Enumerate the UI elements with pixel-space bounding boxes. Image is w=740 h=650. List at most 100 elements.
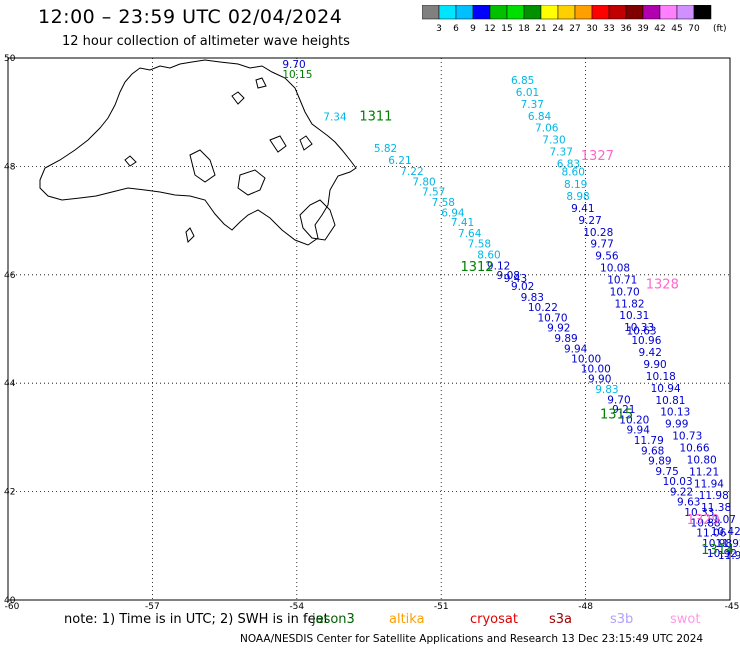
color-tick-label: 15 — [501, 24, 512, 34]
axis-labels: 50 48 46 44 42 40-60 -57 -54 -51 -48 -45 — [4, 54, 739, 612]
wave-height-value: 7.30 — [542, 135, 565, 147]
wave-height-value: 8.98 — [566, 191, 589, 203]
wave-height-value: 11.82 — [614, 298, 644, 310]
pass-number-label: 1328 — [646, 277, 679, 292]
wave-height-value: 9.77 — [590, 239, 613, 251]
color-tick-label: 70 — [688, 24, 700, 34]
wave-height-value: 9.90 — [643, 359, 666, 371]
wave-height-value: 9.94 — [564, 343, 588, 355]
color-tick-label: 12 — [484, 24, 495, 34]
wave-height-value: 9.94 — [627, 425, 651, 437]
wave-height-value: 10.96 — [631, 335, 661, 347]
footer-credit: NOAA/NESDIS Center for Satellite Applica… — [240, 633, 704, 645]
wave-height-value: 9.89 — [554, 333, 577, 345]
lon-tick-label: -48 — [578, 602, 593, 612]
wave-height-value: 10.71 — [607, 274, 637, 286]
wave-height-value: 10.63 — [627, 325, 657, 337]
color-tick-label: 39 — [637, 24, 649, 34]
wave-height-value: 10.28 — [583, 227, 613, 239]
wave-height-value: 7.06 — [535, 123, 559, 135]
wave-height-value: 10.08 — [600, 263, 630, 275]
wave-height-value: 11.21 — [689, 466, 719, 478]
wave-height-value: 11.38 — [701, 502, 731, 514]
wave-height-value: 11.07 — [706, 514, 736, 526]
note-text: note: 1) Time is in UTC; 2) SWH is in fe… — [64, 612, 329, 627]
wave-height-value: 7.57 — [422, 187, 445, 199]
wave-height-value: 6.21 — [388, 155, 411, 167]
wave-height-value: 10.33 — [624, 322, 654, 334]
lat-tick-label: 42 — [4, 488, 15, 498]
wave-height-value: 8.60 — [477, 250, 500, 262]
wave-height-value: 10.00 — [581, 363, 611, 375]
wave-height-value: 6.01 — [516, 87, 539, 99]
wave-height-value: 10.98 — [702, 538, 732, 550]
color-tick-label: 45 — [671, 24, 682, 34]
wave-height-value: 6.94 — [441, 207, 465, 219]
color-tick-label: 9 — [470, 24, 476, 34]
wave-height-value: 7.37 — [521, 99, 544, 111]
wave-height-value: 7.58 — [432, 197, 455, 209]
pass-number-label: 1327 — [581, 149, 614, 164]
wave-height-value: 9.90 — [588, 374, 611, 386]
wave-height-value: 10.92 — [707, 548, 737, 560]
color-scale-legend: 3 6 9 12 15 18 21 24 27 30 33 36 39 42 45 70 (ft) — [422, 5, 727, 34]
color-swatch — [693, 5, 712, 20]
color-tick-label: 33 — [603, 24, 614, 34]
wave-height-value: 9.21 — [612, 404, 635, 416]
color-tick-label: 24 — [552, 24, 564, 34]
lat-tick-label: 48 — [4, 162, 16, 172]
pass-number-label: 1315 — [600, 407, 633, 422]
wave-height-value: 10.20 — [619, 414, 649, 426]
wave-height-value: 11.79 — [634, 435, 664, 447]
pass-number-label: 1312 — [460, 260, 493, 275]
wave-height-value: 9.41 — [571, 203, 594, 215]
wave-height-value: 9.27 — [578, 215, 601, 227]
wave-height-value: 10.18 — [646, 371, 676, 383]
legend-jason3: jason3 — [312, 612, 355, 627]
wave-height-value: 9.43 — [504, 273, 527, 285]
wave-height-value: 10.73 — [672, 431, 702, 443]
pass-numbers: 1311 1312 1327 1328 1315 1329 1314 — [359, 109, 734, 558]
wave-height-value: 11.94 — [694, 478, 724, 490]
wave-height-value: 11.06 — [696, 528, 726, 540]
wave-height-value: 10.94 — [651, 383, 681, 395]
wave-height-value: 10.81 — [655, 395, 685, 407]
wave-height-value: 10.15 — [282, 69, 312, 81]
legend-s3b: s3b — [610, 612, 634, 627]
wave-height-value: 10.80 — [687, 454, 717, 466]
wave-height-value: 9.02 — [511, 281, 534, 293]
pass-number-label: 1311 — [359, 109, 392, 124]
wave-height-value: 8.19 — [564, 179, 587, 191]
wave-height-value: 9.08 — [497, 270, 520, 282]
wave-height-value: 9.22 — [670, 486, 693, 498]
color-tick-label: 30 — [586, 24, 598, 34]
lat-tick-label: 50 — [4, 54, 16, 64]
wave-height-value: 9.70 — [282, 59, 305, 71]
wave-height-value: 9.99 — [665, 419, 688, 431]
legend-swot: swot — [670, 612, 701, 627]
wave-height-value: 10.88 — [691, 517, 721, 529]
legend-cryosat: cryosat — [470, 612, 518, 627]
color-tick-label: 21 — [535, 24, 546, 34]
wave-height-value: 7.34 — [323, 111, 347, 123]
lon-tick-label: -60 — [5, 602, 20, 612]
wave-height-value: 9.63 — [677, 497, 700, 509]
wave-height-value: 10.13 — [660, 407, 690, 419]
color-unit-label: (ft) — [713, 24, 727, 34]
pass-number-label: 1314 — [701, 543, 734, 558]
wave-height-value: 10.70 — [537, 312, 567, 324]
wave-height-value: 10.42 — [711, 526, 740, 538]
pass-number-label: 1329 — [687, 513, 720, 528]
legend-s3a: s3a — [549, 612, 573, 627]
wave-height-value: 9.83 — [595, 384, 618, 396]
color-tick-label: 6 — [453, 24, 459, 34]
color-tick-label: 36 — [620, 24, 632, 34]
lat-tick-label: 44 — [4, 379, 16, 389]
wave-height-value: 9.12 — [487, 260, 510, 272]
wave-height-value: 7.37 — [550, 147, 573, 159]
color-tick-label: 3 — [436, 24, 442, 34]
wave-height-value: 9.68 — [641, 446, 664, 458]
lon-tick-label: -45 — [725, 602, 740, 612]
lon-tick-label: -57 — [145, 602, 160, 612]
